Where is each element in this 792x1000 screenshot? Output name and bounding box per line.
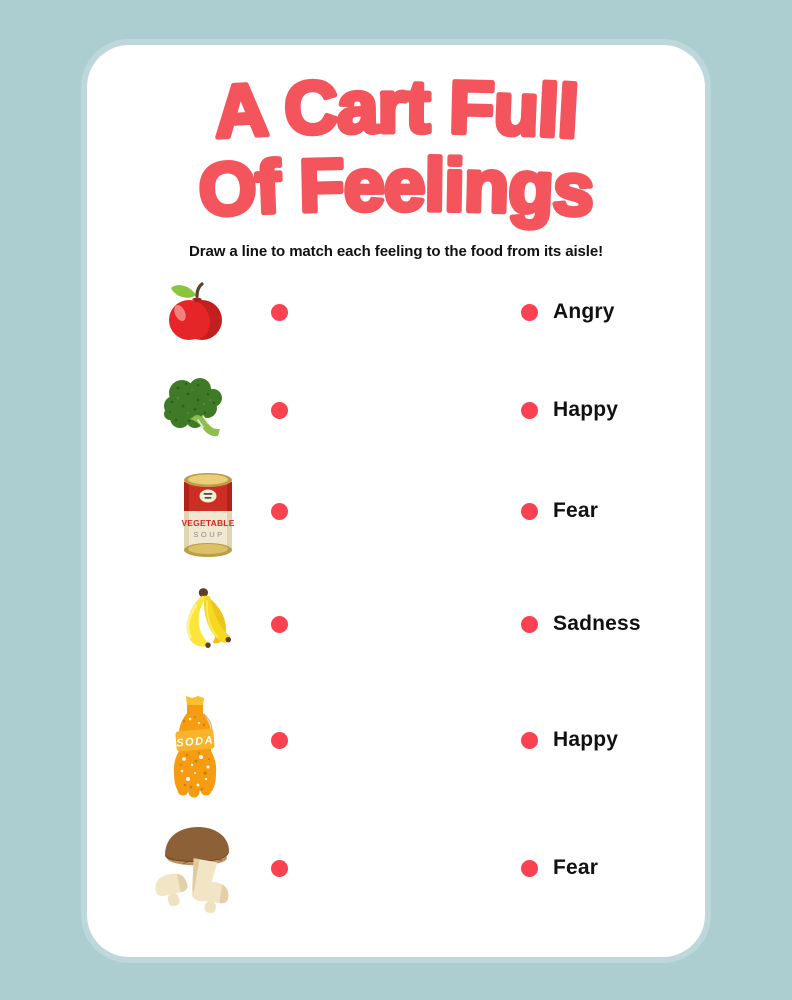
svg-text:Of Feelings: Of Feelings (197, 143, 596, 232)
worksheet-title: A Cart Full Of Feelings (194, 62, 599, 234)
soda-bottle-icon: SODA (173, 696, 217, 798)
match-dot-left[interactable] (271, 615, 288, 633)
feeling-label: Sadness (553, 612, 641, 635)
match-dot-left[interactable] (271, 731, 288, 749)
can-label-line1: VEGETABLE (181, 518, 234, 528)
bananas-icon (186, 588, 232, 648)
match-dot-right[interactable] (521, 303, 538, 321)
feeling-label: Angry (553, 300, 615, 323)
worksheet-card: A Cart Full Of Feelings Draw a line to m… (87, 45, 705, 957)
feeling-label: Fear (553, 499, 599, 522)
can-label-line2: SOUP (193, 530, 224, 539)
match-dot-left[interactable] (271, 303, 288, 321)
match-dot-right[interactable] (521, 502, 538, 520)
match-dot-left[interactable] (271, 401, 288, 419)
match-dot-left[interactable] (271, 502, 288, 520)
match-dot-right[interactable] (521, 731, 538, 749)
instructions-text: Draw a line to match each feeling to the… (189, 243, 603, 260)
match-dot-right[interactable] (521, 401, 538, 419)
svg-text:A Cart Full: A Cart Full (212, 65, 579, 153)
feeling-label: Fear (553, 856, 599, 879)
broccoli-icon (164, 378, 222, 437)
apple-icon (169, 282, 222, 340)
match-dot-left[interactable] (271, 859, 288, 877)
title-line-2: Of Feelings (194, 140, 599, 234)
soup-can-icon: VEGETABLE SOUP (181, 473, 234, 557)
feeling-label: Happy (553, 398, 619, 421)
feeling-label: Happy (553, 728, 619, 751)
title-line-1: A Cart Full (210, 62, 583, 155)
mushrooms-icon (155, 827, 229, 914)
match-dot-right[interactable] (521, 859, 538, 877)
match-dot-right[interactable] (521, 615, 538, 633)
soda-label: SODA (176, 734, 215, 749)
